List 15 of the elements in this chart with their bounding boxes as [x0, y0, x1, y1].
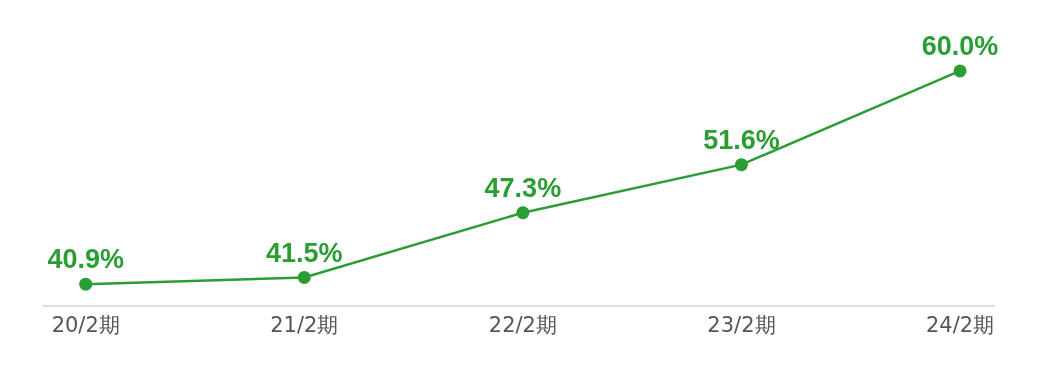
x-tick-label: 20/2期: [51, 312, 120, 337]
data-label: 40.9%: [47, 244, 124, 275]
point: [734, 158, 748, 172]
data-label: 60.0%: [921, 31, 999, 61]
data-label: 47.3%: [484, 172, 562, 203]
x-tick-label: 24/2期: [925, 312, 995, 337]
x-tick-label: 23/2期: [707, 312, 776, 337]
point: [297, 270, 311, 284]
data-label: 41.5%: [266, 237, 343, 268]
point: [516, 206, 530, 220]
x-tick-label: 22/2期: [488, 312, 557, 337]
x-tick-label: 21/2期: [270, 312, 339, 337]
point: [953, 64, 967, 78]
point: [79, 277, 93, 291]
data-label: 51.6%: [703, 124, 780, 155]
